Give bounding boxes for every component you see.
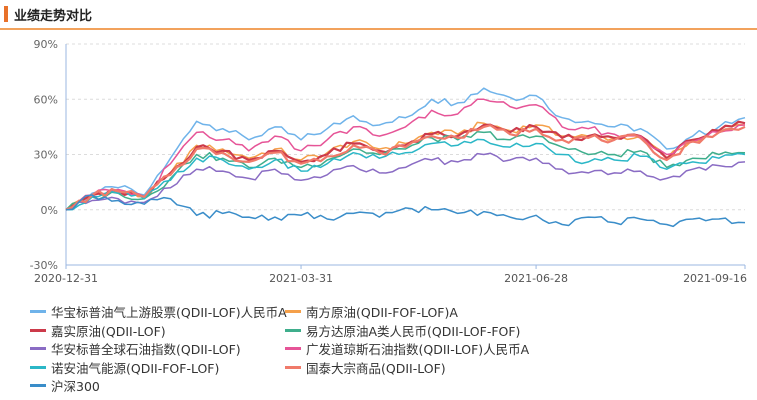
x-tick-label: 2021-06-28 bbox=[504, 272, 568, 285]
y-tick-label: -30% bbox=[30, 259, 58, 272]
y-tick-label: 90% bbox=[34, 38, 58, 51]
series-line bbox=[65, 194, 746, 228]
series-line bbox=[65, 121, 746, 211]
legend-label: 沪深300 bbox=[51, 379, 100, 394]
series-line bbox=[65, 124, 746, 211]
legend-item[interactable]: 诺安油气能源(QDII-FOF-LOF) bbox=[30, 358, 219, 377]
legend-swatch bbox=[30, 347, 46, 350]
series-line bbox=[65, 130, 746, 211]
legend-swatch bbox=[285, 328, 301, 332]
legend-swatch bbox=[285, 347, 301, 350]
legend-swatch bbox=[30, 310, 46, 313]
legend-item[interactable]: 华宝标普油气上游股票(QDII-LOF)人民币A bbox=[30, 302, 287, 321]
legend-label: 广发道琼斯石油指数(QDII-LOF)人民币A bbox=[306, 342, 530, 357]
legend-item[interactable]: 广发道琼斯石油指数(QDII-LOF)人民币A bbox=[285, 339, 529, 358]
legend-swatch bbox=[30, 384, 46, 387]
y-tick-label: 0% bbox=[41, 204, 58, 217]
legend-label: 易方达原油A类人民币(QDII-LOF-FOF) bbox=[306, 323, 521, 339]
legend-item[interactable]: 嘉实原油(QDII-LOF) bbox=[30, 321, 166, 340]
legend-item[interactable]: 沪深300 bbox=[30, 376, 100, 395]
legend-item[interactable]: 易方达原油A类人民币(QDII-LOF-FOF) bbox=[285, 321, 520, 340]
legend-swatch bbox=[30, 328, 46, 332]
series-line bbox=[65, 138, 746, 211]
legend-label: 华安标普全球石油指数(QDII-LOF) bbox=[51, 342, 241, 357]
legend-swatch bbox=[285, 365, 301, 369]
x-tick-label: 2020-12-31 bbox=[34, 272, 98, 285]
x-tick-label: 2021-09-16 bbox=[683, 272, 747, 285]
section-accent-bar bbox=[4, 6, 8, 22]
y-tick-label: 60% bbox=[34, 93, 58, 106]
series-line bbox=[65, 87, 746, 211]
legend-label: 南方原油(QDII-FOF-LOF)A bbox=[306, 305, 458, 320]
legend-label: 诺安油气能源(QDII-FOF-LOF) bbox=[51, 360, 220, 376]
y-tick-label: 30% bbox=[34, 149, 58, 162]
section-title: 业绩走势对比 bbox=[14, 9, 93, 24]
legend-swatch bbox=[285, 310, 301, 313]
legend-item[interactable]: 华安标普全球石油指数(QDII-LOF) bbox=[30, 339, 241, 358]
section-header: 业绩走势对比 bbox=[0, 0, 757, 30]
series-line bbox=[65, 152, 746, 211]
legend-item[interactable]: 国泰大宗商品(QDII-LOF) bbox=[285, 358, 446, 377]
x-tick-label: 2021-03-31 bbox=[269, 272, 333, 285]
legend-label: 嘉实原油(QDII-LOF) bbox=[51, 323, 166, 339]
legend-label: 国泰大宗商品(QDII-LOF) bbox=[306, 360, 446, 376]
performance-line-chart: 90% 60% 30% 0% -30%2020-12-31 2021-03-31 2021-… bbox=[30, 38, 747, 285]
legend-item[interactable]: 南方原油(QDII-FOF-LOF)A bbox=[285, 302, 458, 321]
legend-label: 华宝标普油气上游股票(QDII-LOF)人民币A bbox=[51, 305, 287, 320]
legend-swatch bbox=[30, 365, 46, 369]
